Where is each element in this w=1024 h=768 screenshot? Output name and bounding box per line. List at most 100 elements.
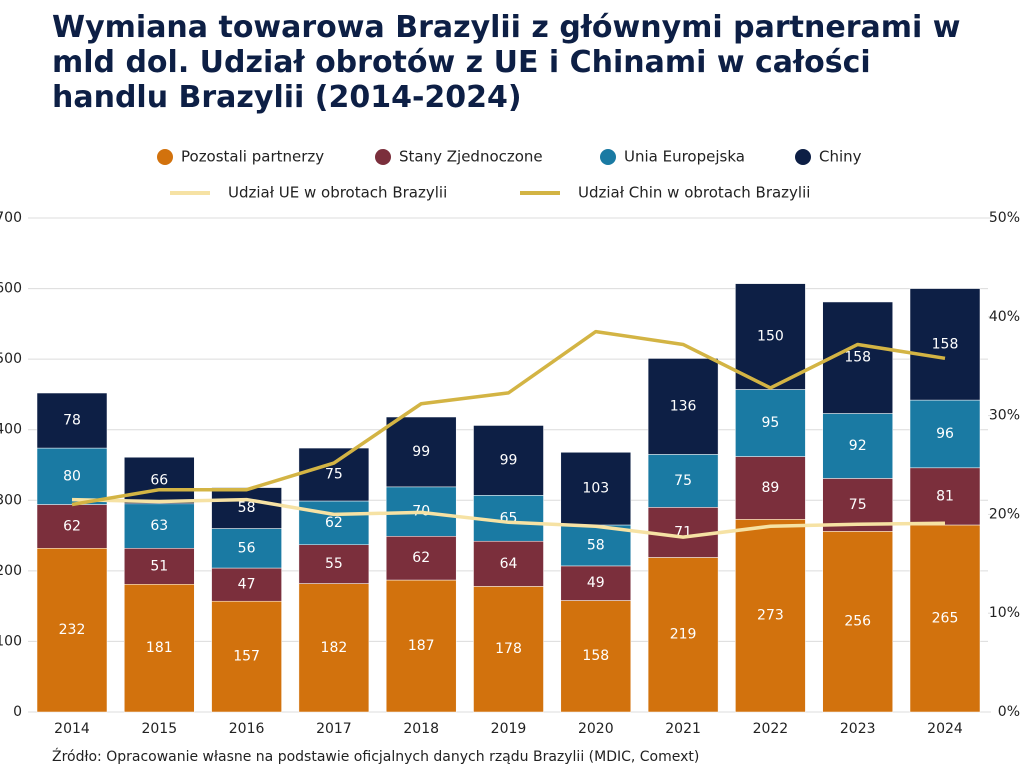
x-tick-label: 2018 — [403, 721, 439, 737]
data-label: 273 — [757, 608, 784, 624]
data-label: 158 — [844, 350, 871, 366]
y2-tick-label: 40% — [989, 309, 1020, 325]
line — [71, 497, 946, 539]
data-label: 80 — [63, 468, 81, 484]
bar-segment — [560, 452, 632, 526]
data-label: 55 — [325, 556, 343, 572]
x-tick-label: 2024 — [927, 721, 963, 737]
bar-segment — [560, 600, 632, 713]
data-label: 178 — [495, 641, 522, 657]
x-tick-label: 2017 — [316, 721, 352, 737]
y-tick-label: 400 — [0, 422, 22, 438]
x-tick-label: 2021 — [665, 721, 701, 737]
data-label: 157 — [233, 649, 260, 665]
data-label: 62 — [63, 518, 81, 534]
y-tick-label: 600 — [0, 281, 22, 297]
data-label: 158 — [582, 648, 609, 664]
bar-segment — [298, 544, 370, 584]
y2-tick-label: 20% — [989, 506, 1020, 522]
data-label: 265 — [932, 610, 959, 626]
bar-segment — [36, 392, 108, 449]
data-label: 181 — [146, 640, 173, 656]
x-tick-label: 2020 — [578, 721, 614, 737]
bar-segment — [735, 519, 806, 713]
data-label: 58 — [238, 500, 256, 516]
bar-segment — [36, 548, 108, 713]
bar-segment — [385, 579, 457, 713]
data-label: 158 — [932, 336, 959, 352]
y-tick-label: 100 — [0, 633, 22, 649]
bar-segment — [211, 600, 282, 713]
bar-segment — [735, 389, 806, 457]
y2-tick-label: 30% — [989, 408, 1020, 424]
bar-segment — [822, 531, 893, 713]
data-label: 219 — [670, 627, 697, 643]
data-label: 58 — [587, 537, 605, 553]
bar-segment — [36, 447, 108, 505]
y-tick-label: 300 — [0, 492, 22, 508]
data-label: 64 — [500, 556, 518, 572]
bar-segment — [909, 288, 981, 401]
line — [71, 329, 946, 507]
bar-segment — [647, 557, 719, 713]
y2-tick-label: 0% — [998, 704, 1020, 720]
chart-title: Wymiana towarowa Brazylii z głównymi par… — [52, 10, 961, 115]
legend-label: Pozostali partnerzy — [181, 148, 324, 166]
bar-segment — [298, 583, 370, 713]
x-tick-label: 2019 — [491, 721, 527, 737]
bar-segment — [211, 567, 282, 602]
legend-marker — [600, 149, 616, 165]
data-label: 232 — [59, 622, 86, 638]
y2-tick-label: 50% — [989, 210, 1020, 226]
data-label: 56 — [238, 540, 256, 556]
data-label: 78 — [63, 413, 81, 429]
bar-segment — [909, 467, 981, 526]
x-tick-label: 2023 — [840, 721, 876, 737]
bar-segment — [473, 586, 544, 713]
y2-tick-label: 10% — [989, 605, 1020, 621]
bar-segment — [36, 504, 108, 549]
bar-segment — [124, 548, 195, 585]
data-label: 89 — [761, 480, 779, 496]
bar-segment — [822, 413, 893, 479]
legend-marker — [157, 149, 173, 165]
data-label: 75 — [849, 497, 867, 513]
data-label: 92 — [849, 438, 867, 454]
data-label: 182 — [321, 640, 348, 656]
data-label: 99 — [412, 444, 430, 460]
data-label: 95 — [761, 415, 779, 431]
data-label: 81 — [936, 488, 954, 504]
data-label: 256 — [844, 614, 871, 630]
bar-segment — [560, 565, 632, 601]
data-label: 136 — [670, 398, 697, 414]
legend-label: Udział Chin w obrotach Brazylii — [578, 184, 810, 202]
data-label: 103 — [582, 481, 609, 497]
bar-segment — [298, 447, 370, 502]
bar-segment — [124, 584, 195, 713]
bar-segment — [298, 500, 370, 545]
legend-marker — [795, 149, 811, 165]
data-label: 150 — [757, 329, 784, 345]
bar-segment — [385, 536, 457, 581]
x-tick-label: 2016 — [229, 721, 265, 737]
legend-label: Udział UE w obrotach Brazylii — [228, 184, 447, 202]
y-tick-label: 0 — [13, 704, 22, 720]
legend-marker — [375, 149, 391, 165]
bar-segment — [647, 358, 719, 455]
data-label: 62 — [325, 515, 343, 531]
bar-segment — [560, 524, 632, 567]
y-tick-label: 500 — [0, 351, 22, 367]
data-label: 62 — [412, 550, 430, 566]
source: Źródło: Opracowanie własne na podstawie … — [52, 747, 699, 765]
data-label: 96 — [936, 426, 954, 442]
y-tick-label: 700 — [0, 210, 22, 226]
x-tick-label: 2015 — [141, 721, 177, 737]
data-label: 75 — [674, 473, 692, 489]
legend-label: Stany Zjednoczone — [399, 148, 543, 166]
legend-label: Unia Europejska — [624, 148, 745, 166]
data-label: 99 — [500, 452, 518, 468]
data-label: 63 — [150, 518, 168, 534]
bar-segment — [647, 507, 719, 558]
